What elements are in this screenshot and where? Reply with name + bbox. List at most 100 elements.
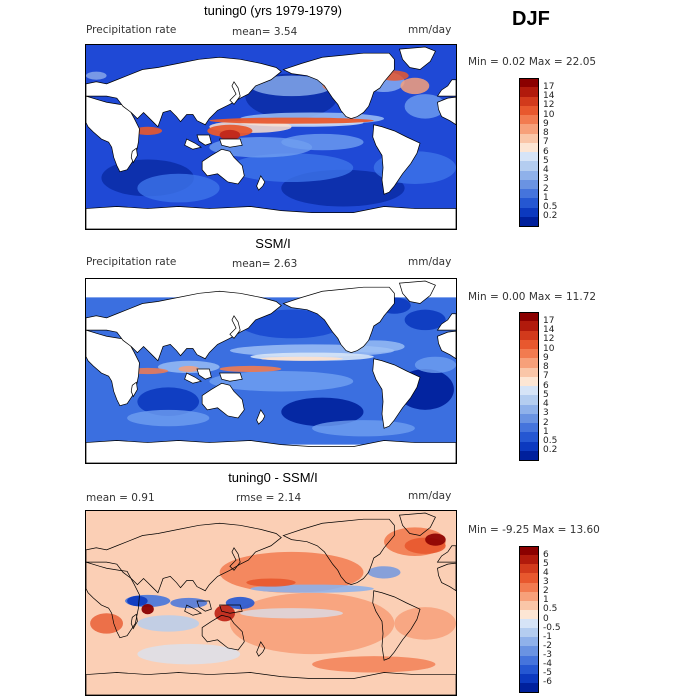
precipitation-contour [312, 420, 415, 437]
mean-label: mean = 0.91 [86, 492, 155, 504]
colorbar-tick-label: 14 [543, 91, 555, 101]
coastline [256, 409, 266, 425]
colorbar: 17 14 12 10 9 8 7 6 5 4 3 2 1 0.5 0.2 [519, 312, 579, 461]
colorbar-tick-label: 3 [543, 174, 549, 185]
precipitation-contour [137, 173, 220, 203]
colorbar-swatch [519, 87, 539, 97]
colorbar-tick-label: 1 [543, 192, 549, 203]
colorbar-tick-label: 0.2 [543, 211, 558, 222]
colorbar-swatch [519, 207, 539, 218]
precipitation-contour [400, 77, 430, 95]
colorbar-swatch [519, 358, 539, 368]
colorbar-tick-label: 0.5 [543, 436, 558, 446]
precipitation-contour [281, 397, 364, 427]
colorbar-swatch [519, 96, 539, 107]
precipitation-contour [404, 94, 446, 119]
colorbar-swatch [519, 170, 539, 181]
precipitation-contour [425, 533, 446, 546]
variable-label: Precipitation rate [86, 24, 177, 36]
minmax-label: Min = -9.25 Max = 13.60 [468, 524, 600, 536]
coastline [372, 358, 421, 429]
coastline [437, 562, 456, 592]
colorbar-swatch [519, 564, 539, 574]
colorbar-swatch [519, 655, 539, 666]
colorbar-tick-label: 8 [543, 128, 549, 138]
panel-title: SSM/I [255, 236, 291, 251]
coastline [86, 329, 140, 407]
colorbar-swatch [519, 189, 539, 199]
precipitation-contour [250, 75, 333, 97]
colorbar-swatch [519, 330, 539, 341]
colorbar-swatch [519, 133, 539, 144]
precipitation-contour [367, 566, 401, 579]
precipitation-contour [141, 604, 154, 615]
minmax-label: Min = 0.02 Max = 22.05 [468, 56, 597, 68]
colorbar-tick-label: 12 [543, 334, 555, 345]
precipitation-contour [414, 356, 456, 374]
precipitation-contour [312, 656, 436, 673]
colorbar-swatch [519, 349, 539, 359]
colorbar-tick-label: 1 [543, 426, 549, 437]
colorbar-tick-label: 4 [543, 567, 549, 578]
season-label: DJF [512, 8, 550, 30]
coastline [130, 613, 138, 630]
colorbar-tick-label: 17 [543, 315, 555, 326]
colorbar-tick-label: 6 [543, 380, 549, 391]
coastline [437, 96, 456, 126]
colorbar-swatch [519, 78, 539, 88]
colorbar-tick-label: 17 [543, 81, 555, 92]
colorbar-swatch [519, 321, 539, 331]
coastline [398, 280, 436, 304]
precipitation-contour [240, 309, 343, 339]
coastline [282, 52, 395, 119]
colorbar-tick-label: -1 [543, 631, 552, 642]
colorbar-swatch [519, 142, 539, 153]
coastline [256, 175, 266, 191]
precipitation-map [85, 44, 457, 230]
colorbar-tick-label: 9 [543, 118, 549, 129]
colorbar-swatch [519, 339, 539, 350]
colorbar-tick-label: 14 [543, 325, 555, 335]
colorbar-swatch [519, 376, 539, 387]
coastline [201, 382, 245, 419]
coastline [256, 641, 266, 657]
precipitation-contour [209, 117, 374, 124]
coastline [196, 600, 212, 612]
colorbar-tick-label: 9 [543, 352, 549, 363]
coastline [201, 148, 245, 185]
mean-label: mean= 3.54 [232, 26, 298, 38]
precipitation-contour [219, 365, 282, 373]
colorbar: 17 14 12 10 9 8 7 6 5 4 3 2 1 0.5 0.2 [519, 78, 579, 227]
coastline [219, 604, 243, 614]
colorbar-tick-label: 3 [543, 408, 549, 419]
precipitation-contour [170, 597, 208, 609]
precipitation-contour [137, 643, 241, 665]
colorbar-tick-label: 4 [543, 399, 549, 409]
colorbar-tick-label: 0.5 [543, 604, 558, 615]
colorbar-tick-label: -5 [543, 668, 552, 679]
coastline [130, 147, 138, 164]
coastline [196, 134, 212, 146]
map-canvas [86, 45, 456, 229]
precipitation-contour [86, 71, 107, 80]
coastline [229, 547, 241, 571]
colorbar-swatch [519, 637, 539, 647]
colorbar-swatch [519, 198, 539, 208]
colorbar-swatch [519, 105, 539, 116]
colorbar-tick-label: 0 [543, 613, 549, 624]
precipitation-contour [137, 615, 200, 632]
coastline [282, 286, 395, 353]
precipitation-contour [178, 365, 200, 373]
colorbar-swatch [519, 628, 539, 638]
colorbar-swatch [519, 441, 539, 452]
colorbar-swatch [519, 682, 539, 693]
precipitation-contour [90, 613, 123, 634]
coastline [130, 381, 138, 398]
precipitation-contour [281, 133, 364, 151]
precipitation-contour [219, 129, 241, 141]
precipitation-contour [250, 584, 374, 593]
coastline [86, 561, 140, 639]
coastline [184, 138, 202, 150]
colorbar-swatch [519, 432, 539, 442]
coastline [229, 315, 241, 339]
